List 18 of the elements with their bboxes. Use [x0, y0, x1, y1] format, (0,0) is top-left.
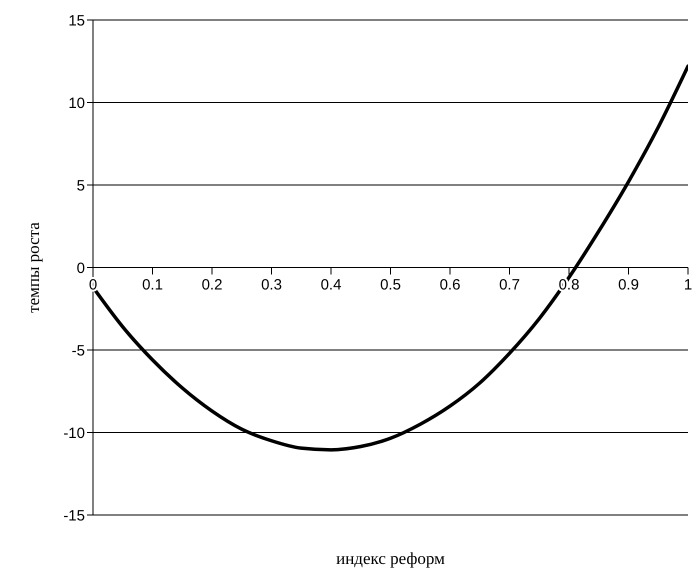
x-tick-label: 0.3 [261, 276, 282, 294]
y-tick-label: 0 [76, 260, 85, 277]
x-tick-label: 1 [684, 276, 692, 294]
x-tick-label: 0.4 [320, 276, 342, 294]
x-tick-label: 0.5 [380, 276, 401, 294]
y-tick-label: 15 [68, 12, 85, 30]
y-tick-label: -10 [63, 424, 85, 442]
x-tick-label: 0.6 [440, 276, 460, 294]
y-tick-label: -15 [63, 507, 85, 524]
x-axis-title: индекс реформ [336, 549, 446, 568]
y-axis-title: темпы роста [24, 222, 44, 313]
x-tick-label: 0.1 [142, 276, 163, 294]
y-tick-label: 5 [76, 177, 85, 194]
x-tick-label: 0.9 [618, 276, 639, 294]
y-tick-label: 10 [68, 94, 85, 112]
x-tick-label: 0.2 [202, 276, 222, 294]
y-tick-label: -5 [72, 342, 85, 360]
x-tick-label: 0.7 [499, 276, 520, 294]
